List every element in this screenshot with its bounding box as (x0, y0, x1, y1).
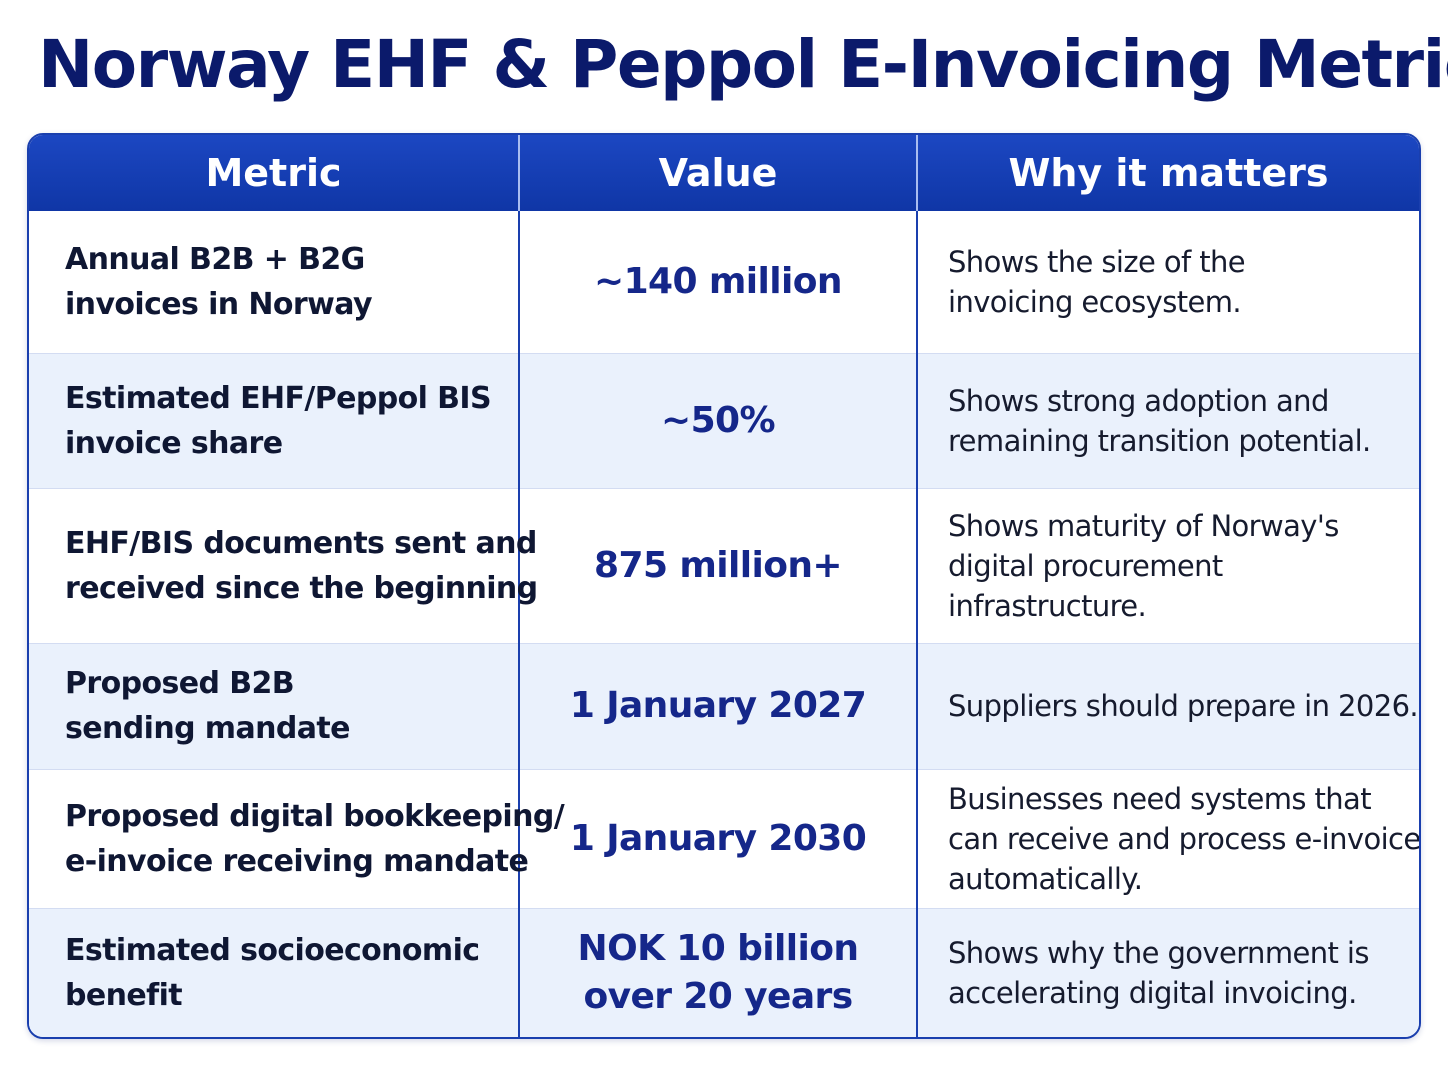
why-text: Shows the size of the (948, 244, 1246, 279)
metric-text: Annual B2B + B2G (65, 241, 365, 277)
metric-text: Estimated EHF/Peppol BIS (65, 380, 492, 416)
table-row: Proposed B2B sending mandate 1 January 2… (29, 643, 1419, 769)
metric-cell: Proposed digital bookkeeping/ e-invoice … (29, 769, 565, 908)
why-text: remaining transition potential. (948, 423, 1371, 458)
why-text: infrastructure. (948, 588, 1147, 623)
metric-text: Proposed B2B (65, 666, 295, 701)
header-value: Value (518, 135, 917, 211)
why-text: automatically. (948, 861, 1143, 896)
metric-text: EHF/BIS documents sent and (65, 525, 537, 561)
value-text: over 20 years (583, 975, 853, 1017)
metric-cell: Estimated EHF/Peppol BIS invoice share (29, 353, 519, 488)
why-text: digital procurement (948, 548, 1223, 583)
value-cell: 1 January 2030 (518, 769, 917, 908)
value-cell: 875 million+ (518, 488, 917, 643)
table-row: Annual B2B + B2G invoices in Norway ~140… (29, 211, 1419, 353)
metric-text: e-invoice receiving mandate (65, 843, 529, 879)
metric-text: sending mandate (65, 711, 350, 746)
why-text: invoicing ecosystem. (948, 284, 1242, 319)
why-text: Shows strong adoption and (948, 383, 1329, 418)
metric-cell: Annual B2B + B2G invoices in Norway (29, 211, 519, 353)
why-text: Shows why the government is (948, 935, 1369, 970)
metric-text: Proposed digital bookkeeping/ (65, 798, 565, 834)
metric-text: received since the beginning (65, 570, 538, 606)
header-metric: Metric (205, 151, 342, 195)
why-text: can receive and process e-invoices (948, 821, 1421, 856)
why-text: Suppliers should prepare in 2026. (948, 689, 1419, 723)
table-row: Estimated EHF/Peppol BIS invoice share ~… (29, 353, 1419, 488)
why-text: accelerating digital invoicing. (948, 975, 1357, 1010)
value-text: 1 January 2030 (569, 817, 867, 859)
value-cell: ~50% (518, 353, 917, 488)
table-header-row: Metric Value Why it matters (29, 135, 1419, 211)
value-cell: 1 January 2027 (518, 643, 917, 769)
value-text: NOK 10 billion (577, 927, 859, 969)
table-row: Estimated socioeconomic benefit NOK 10 b… (29, 908, 1419, 1037)
why-cell: Shows maturity of Norway's digital procu… (916, 488, 1419, 643)
why-cell: Suppliers should prepare in 2026. (916, 643, 1419, 769)
metric-text: benefit (65, 977, 183, 1013)
table-row: EHF/BIS documents sent and received sinc… (29, 488, 1419, 643)
value-text: 1 January 2027 (569, 685, 867, 726)
page-title: Norway EHF & Peppol E-Invoicing Metrics (38, 26, 1448, 103)
why-cell: Shows the size of the invoicing ecosyste… (916, 211, 1419, 353)
metric-cell: Proposed B2B sending mandate (29, 643, 519, 769)
metrics-table: Metric Value Why it matters Annual B2B +… (27, 133, 1421, 1039)
metric-text: invoice share (65, 425, 283, 461)
why-text: Businesses need systems that (948, 781, 1372, 816)
metric-cell: EHF/BIS documents sent and received sinc… (29, 488, 538, 643)
value-text: 875 million+ (594, 544, 842, 586)
why-cell: Shows why the government is accelerating… (916, 908, 1419, 1037)
header-why-it-matters: Why it matters (916, 135, 1419, 211)
metric-text: Estimated socioeconomic (65, 932, 480, 968)
value-cell: ~140 million (518, 211, 917, 353)
metric-cell: Estimated socioeconomic benefit (29, 908, 519, 1037)
table-row: Proposed digital bookkeeping/ e-invoice … (29, 769, 1419, 908)
value-cell: NOK 10 billion over 20 years (518, 908, 917, 1037)
metric-text: invoices in Norway (65, 286, 373, 322)
why-text: Shows maturity of Norway's (948, 508, 1339, 543)
value-text: ~50% (661, 399, 776, 441)
why-cell: Businesses need systems that can receive… (916, 769, 1421, 908)
value-text: ~140 million (594, 260, 842, 302)
why-cell: Shows strong adoption and remaining tran… (916, 353, 1419, 488)
